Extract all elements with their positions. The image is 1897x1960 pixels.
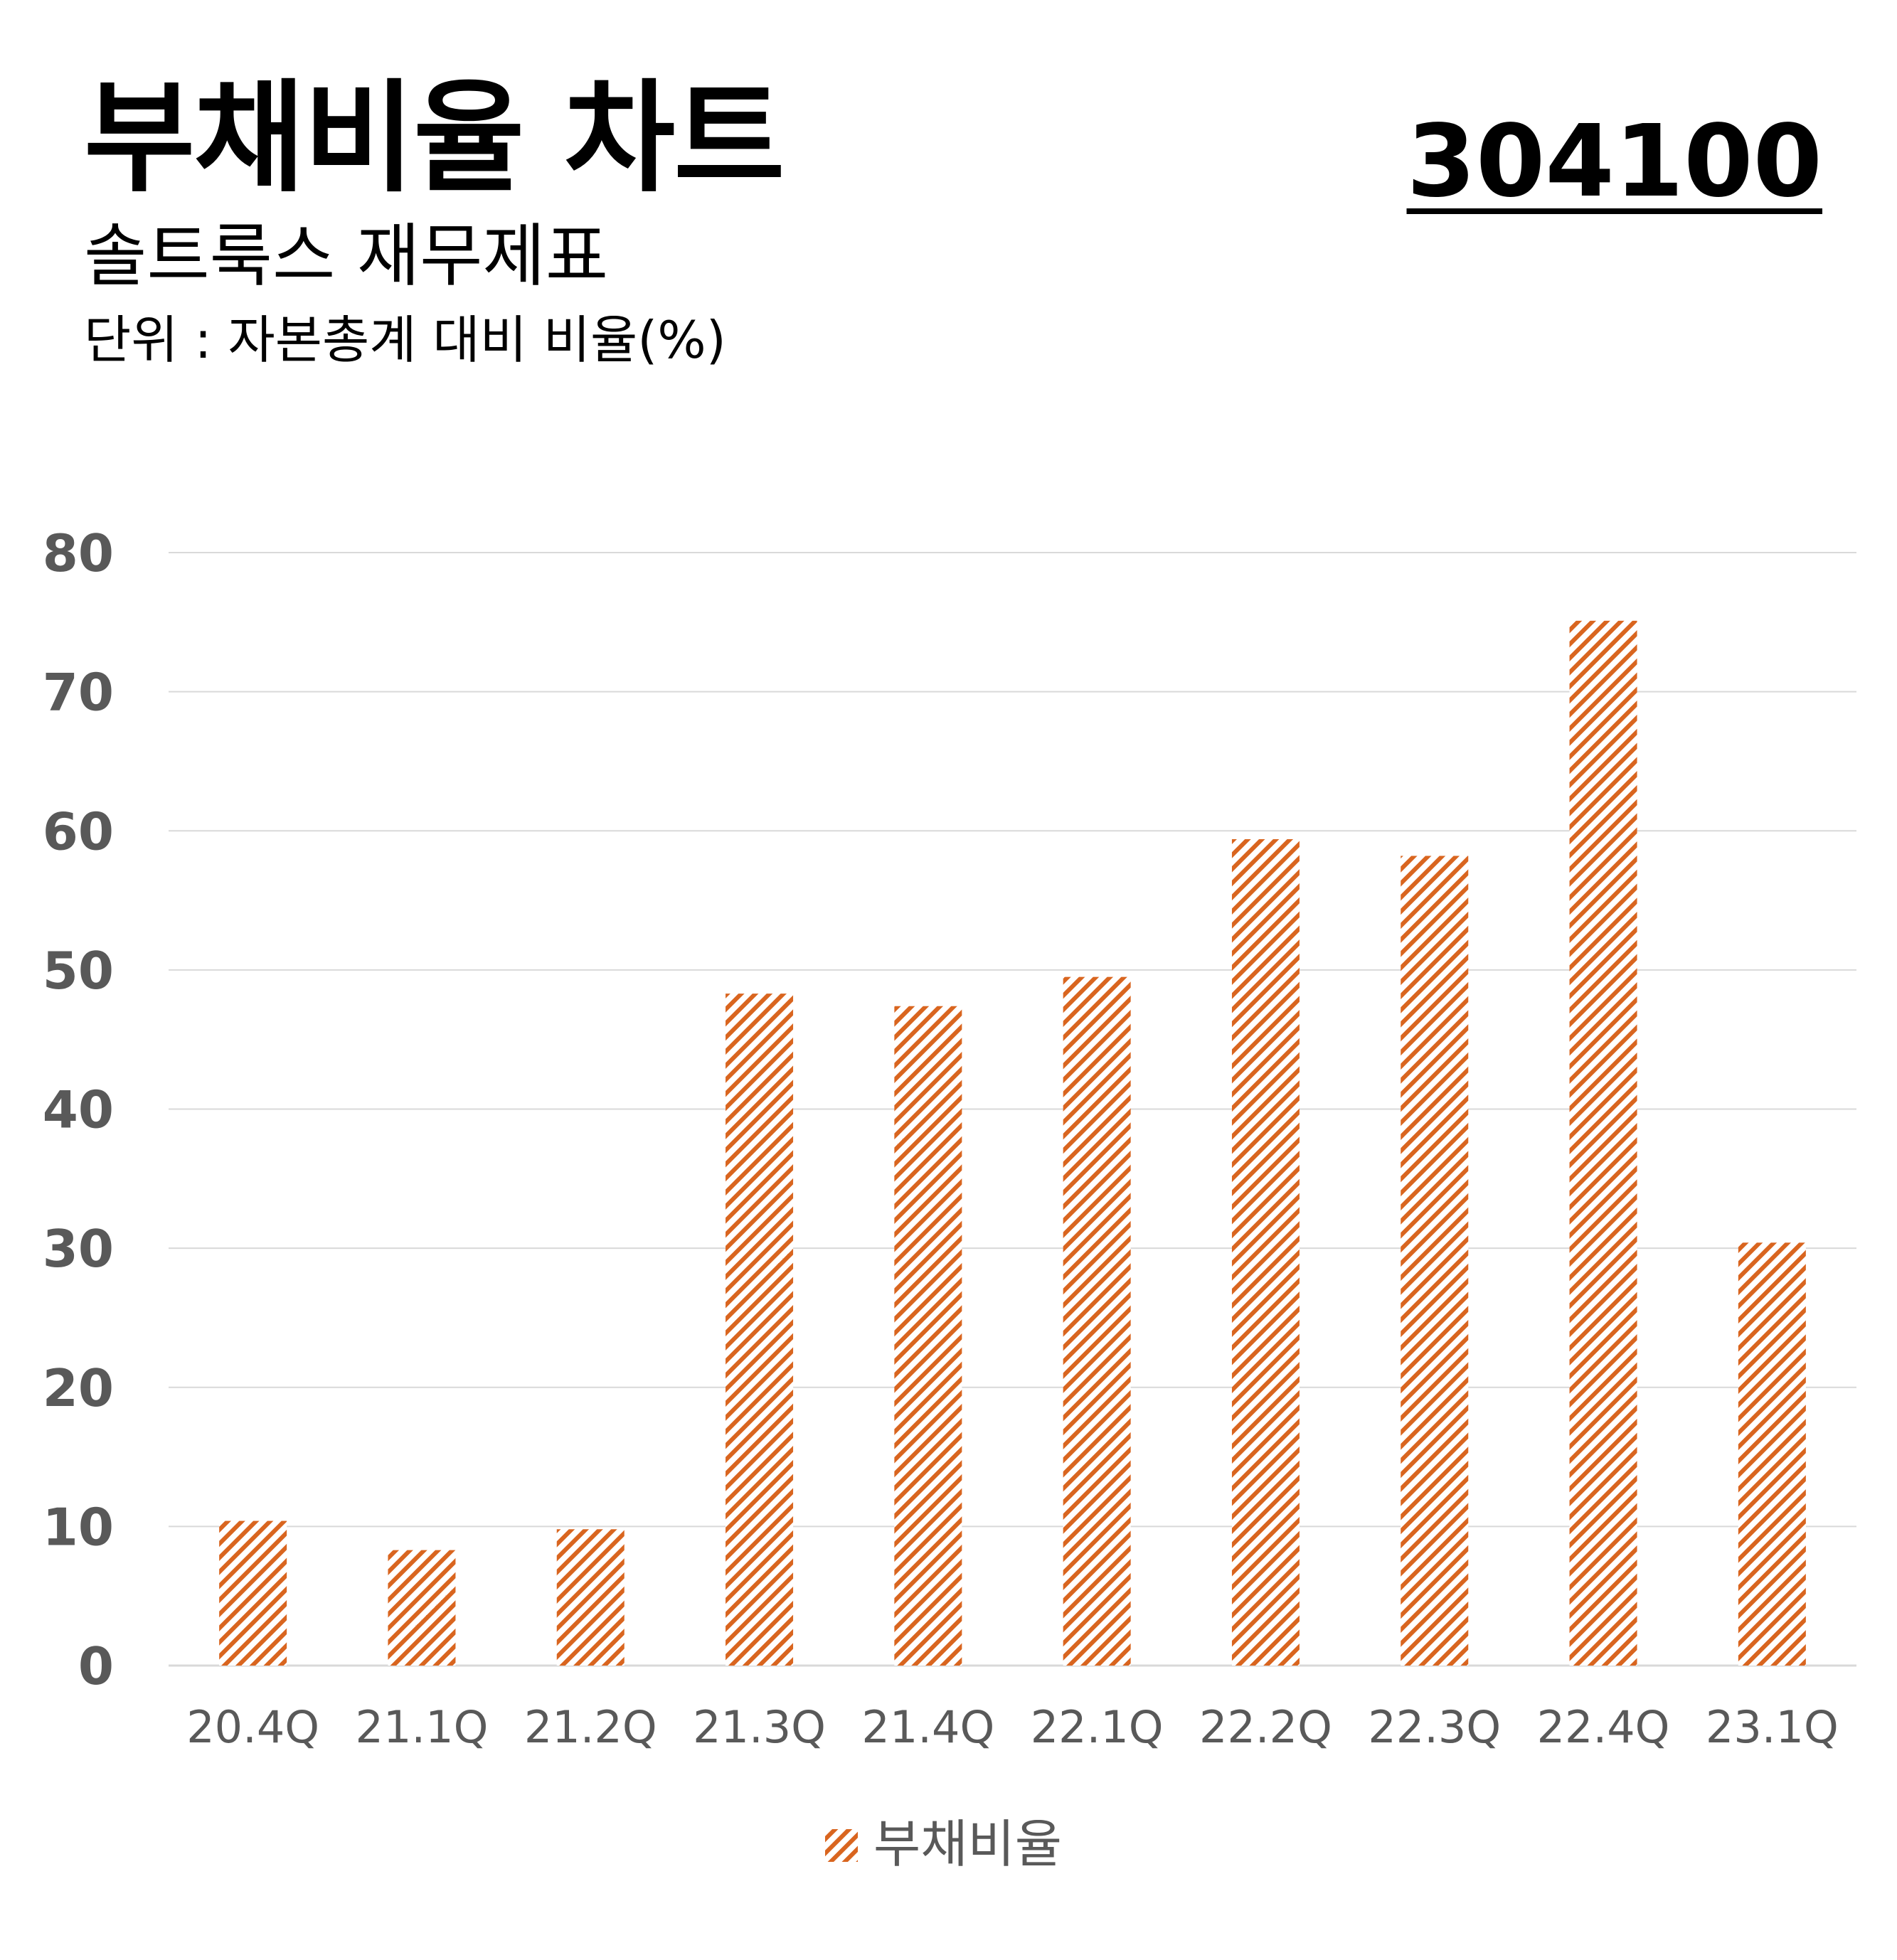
chart-title: 부채비율 차트 (84, 68, 785, 209)
bar-21.1Q (388, 1550, 456, 1666)
x-tick-label: 22.4Q (1537, 1701, 1670, 1753)
x-tick-label: 22.1Q (1031, 1701, 1164, 1753)
legend-label: 부채비율 (873, 1814, 1062, 1874)
chart-subtitle: 솔트룩스 재무제표 (84, 216, 609, 296)
bar-22.4Q (1569, 620, 1637, 1666)
legend-swatch (825, 1829, 858, 1862)
x-tick-label: 21.3Q (693, 1701, 826, 1753)
bar-21.3Q (726, 994, 794, 1666)
y-tick-label: 80 (43, 523, 114, 583)
bar-23.1Q (1738, 1242, 1806, 1666)
bar-22.3Q (1401, 856, 1469, 1666)
y-tick-label: 40 (43, 1080, 114, 1140)
y-tick-label: 70 (43, 663, 114, 723)
bar-21.4Q (894, 1006, 962, 1666)
unit-label: 단위 : 자본총계 대비 비율(%) (84, 310, 726, 370)
y-tick-label: 50 (43, 941, 114, 1001)
x-tick-label: 22.3Q (1368, 1701, 1501, 1753)
x-tick-label: 23.1Q (1706, 1701, 1839, 1753)
x-tick-label: 21.2Q (524, 1701, 657, 1753)
x-tick-label: 21.4Q (861, 1701, 994, 1753)
x-tick-label: 20.4Q (186, 1701, 319, 1753)
bar-22.1Q (1063, 976, 1131, 1666)
y-tick-label: 20 (43, 1358, 114, 1418)
y-tick-label: 60 (43, 801, 114, 861)
x-tick-label: 21.1Q (356, 1701, 489, 1753)
bar-21.2Q (556, 1529, 625, 1666)
x-tick-label: 22.2Q (1199, 1701, 1332, 1753)
y-tick-label: 0 (78, 1636, 114, 1696)
stock-code: 304100 (1406, 104, 1822, 220)
y-tick-label: 30 (43, 1219, 114, 1279)
bar-22.2Q (1231, 838, 1300, 1666)
y-tick-label: 10 (43, 1497, 114, 1557)
bar-20.4Q (219, 1520, 287, 1666)
